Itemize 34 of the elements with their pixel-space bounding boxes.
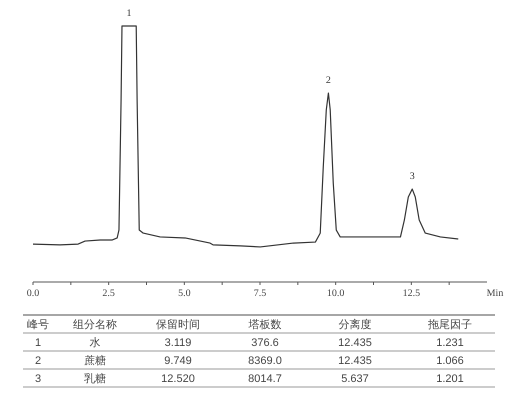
text: 乳糖	[84, 372, 106, 385]
text: 1.066	[436, 355, 464, 367]
text: 3	[34, 373, 42, 385]
annotation: 3	[410, 171, 415, 182]
text: 1.231	[436, 337, 464, 349]
x-tick-label: 7.5	[254, 288, 266, 299]
x-tick-label: 10.0	[326, 288, 344, 299]
text: 蔗糖	[84, 354, 106, 367]
text: 8014.7	[248, 373, 282, 385]
text: 376.6	[251, 337, 279, 349]
text: 2	[34, 355, 42, 367]
text: 9.749	[164, 355, 192, 367]
x-tick-label: 5.0	[178, 288, 191, 299]
text: 保留时间	[156, 318, 200, 331]
text: 12.435	[338, 337, 372, 349]
text: 5.637	[341, 373, 369, 385]
text: 1	[34, 337, 42, 349]
text: 8369.0	[248, 355, 282, 367]
text: 组分名称	[73, 319, 117, 331]
text: 12.435	[338, 355, 372, 367]
text: 1.201	[436, 373, 464, 385]
annotation: 1	[126, 8, 132, 19]
text: 12.520	[161, 373, 195, 385]
x-tick-label: 12.5	[402, 288, 420, 299]
x-tick-label: 0.0	[26, 288, 40, 299]
x-axis-title: Min	[486, 288, 504, 299]
text: 3.119	[164, 337, 192, 349]
text: 拖尾因子	[427, 319, 472, 331]
annotation: 2	[326, 75, 331, 86]
text: 峰号	[27, 319, 49, 331]
text: 分离度	[338, 318, 372, 331]
text: 水	[90, 336, 100, 349]
text: 塔板数	[248, 318, 282, 331]
x-tick-label: 2.5	[102, 288, 115, 299]
